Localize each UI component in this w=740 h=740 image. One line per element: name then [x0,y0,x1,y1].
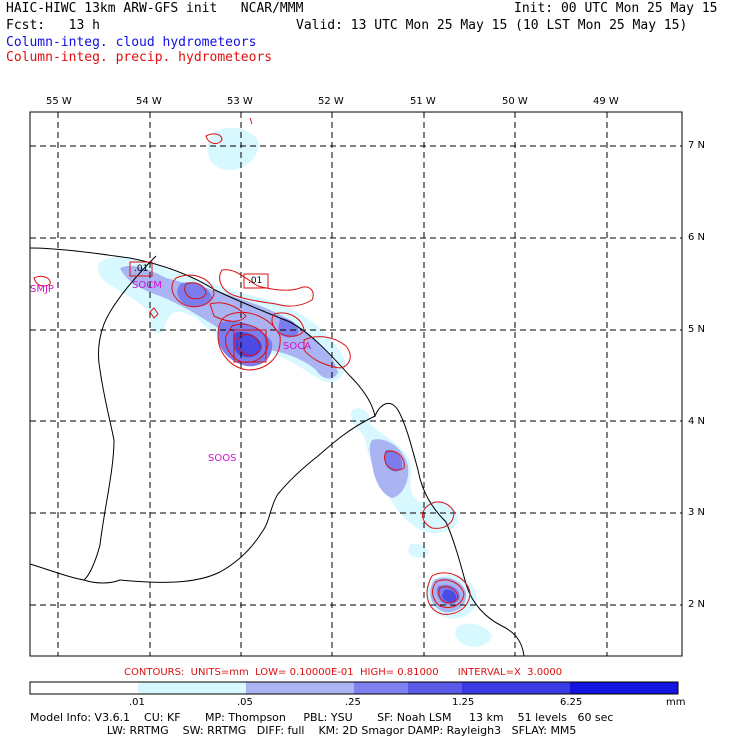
lat-label: 2 N [688,599,706,610]
contour-label: .01 [134,264,149,274]
colorbar-tick: .25 [345,697,361,708]
lat-label: 6 N [688,232,706,243]
colorbar-tick: .01 [129,697,145,708]
lon-label: 52 W [318,96,344,107]
lon-label: 50 W [502,96,528,107]
colorbar-unit: mm [666,697,686,708]
station-label: SOOS [208,453,237,464]
header-init: Init: 00 UTC Mon 25 May 15 [514,1,718,16]
colorbar-tick: 1.25 [452,697,475,708]
lat-label: 4 N [688,416,706,427]
lon-label: 55 W [46,96,72,107]
cloud-hydrometeor-shading [98,127,492,647]
contour-label: .01 [248,276,263,286]
header-forecast: Fcst: 13 h [6,18,100,33]
colorbar-tick: .05 [237,697,253,708]
lon-label: 49 W [593,96,619,107]
lat-label: 3 N [688,507,706,518]
station-label: SMJP [30,284,54,295]
header-valid: Valid: 13 UTC Mon 25 May 15 (10 LST Mon … [296,18,688,33]
precip-hydrometeor-contours [33,117,471,615]
model-info-line1: Model Info: V3.6.1 CU: KF MP: Thompson P… [30,711,614,724]
colorbar [29,681,679,695]
header-title: HAIC-HIWC 13km ARW-GFS init NCAR/MMM [6,1,304,16]
station-label: SOCM [132,280,162,291]
map-frame [29,111,683,657]
contours-info: CONTOURS: UNITS=mm LOW= 0.10000E-01 HIGH… [124,667,563,678]
lon-label: 53 W [227,96,253,107]
station-label: SOCA [283,341,312,352]
lon-label: 54 W [136,96,162,107]
legend-cloud: Column-integ. cloud hydrometeors [6,35,257,50]
lat-lon-grid [30,112,682,656]
lat-label: 7 N [688,140,706,151]
legend-precip: Column-integ. precip. hydrometeors [6,50,273,65]
model-info-line2: LW: RRTMG SW: RRTMG DIFF: full KM: 2D Sm… [30,724,577,737]
colorbar-tick: 6.25 [560,697,583,708]
lon-label: 51 W [410,96,436,107]
lat-label: 5 N [688,324,706,335]
